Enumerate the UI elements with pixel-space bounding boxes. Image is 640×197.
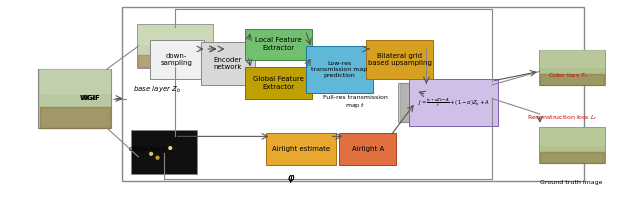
Text: Full-res transmission
map $t$: Full-res transmission map $t$ <box>323 95 387 110</box>
Text: detail layer $\ell$: detail layer $\ell$ <box>128 143 174 154</box>
FancyBboxPatch shape <box>306 46 372 93</box>
Text: Ground truth image: Ground truth image <box>540 179 603 185</box>
Text: Airlight A: Airlight A <box>351 146 384 152</box>
FancyBboxPatch shape <box>38 69 111 128</box>
FancyBboxPatch shape <box>539 50 605 85</box>
FancyBboxPatch shape <box>150 40 204 79</box>
FancyBboxPatch shape <box>266 133 336 164</box>
FancyBboxPatch shape <box>339 133 396 164</box>
FancyBboxPatch shape <box>245 67 312 98</box>
Text: Local Feature
Extractor: Local Feature Extractor <box>255 37 302 51</box>
Text: Low-res
transmission map
prediction: Low-res transmission map prediction <box>311 61 367 78</box>
FancyBboxPatch shape <box>200 42 255 85</box>
FancyBboxPatch shape <box>131 130 197 174</box>
Text: Reconstruction loss $L_r$: Reconstruction loss $L_r$ <box>527 113 598 122</box>
FancyBboxPatch shape <box>539 127 605 163</box>
Text: Global Feature
Extractor: Global Feature Extractor <box>253 76 304 90</box>
Text: down-
sampling: down- sampling <box>161 53 193 66</box>
Text: Bilateral grid
based upsampling: Bilateral grid based upsampling <box>368 53 431 66</box>
Text: $\varphi$: $\varphi$ <box>287 173 296 185</box>
Text: Airlight estimate: Airlight estimate <box>272 146 330 152</box>
FancyBboxPatch shape <box>245 29 312 60</box>
Text: $\varphi$: $\varphi$ <box>287 173 296 185</box>
Point <box>152 156 163 159</box>
FancyBboxPatch shape <box>409 79 499 126</box>
Text: WGIF: WGIF <box>80 96 101 101</box>
Text: base layer $Z_b$: base layer $Z_b$ <box>133 85 182 95</box>
Text: Encoder
network: Encoder network <box>213 57 242 70</box>
Text: $J=\frac{I_p+\alpha Z_b - A}{t}+(1-\alpha)Z_b+A$: $J=\frac{I_p+\alpha Z_b - A}{t}+(1-\alph… <box>418 96 490 109</box>
FancyBboxPatch shape <box>398 83 458 122</box>
FancyBboxPatch shape <box>137 24 213 68</box>
Text: Color loss $T_c$: Color loss $T_c$ <box>548 71 589 80</box>
Point <box>165 146 175 150</box>
Text: WGIF: WGIF <box>81 96 100 101</box>
FancyBboxPatch shape <box>366 40 433 79</box>
Point <box>146 152 156 155</box>
